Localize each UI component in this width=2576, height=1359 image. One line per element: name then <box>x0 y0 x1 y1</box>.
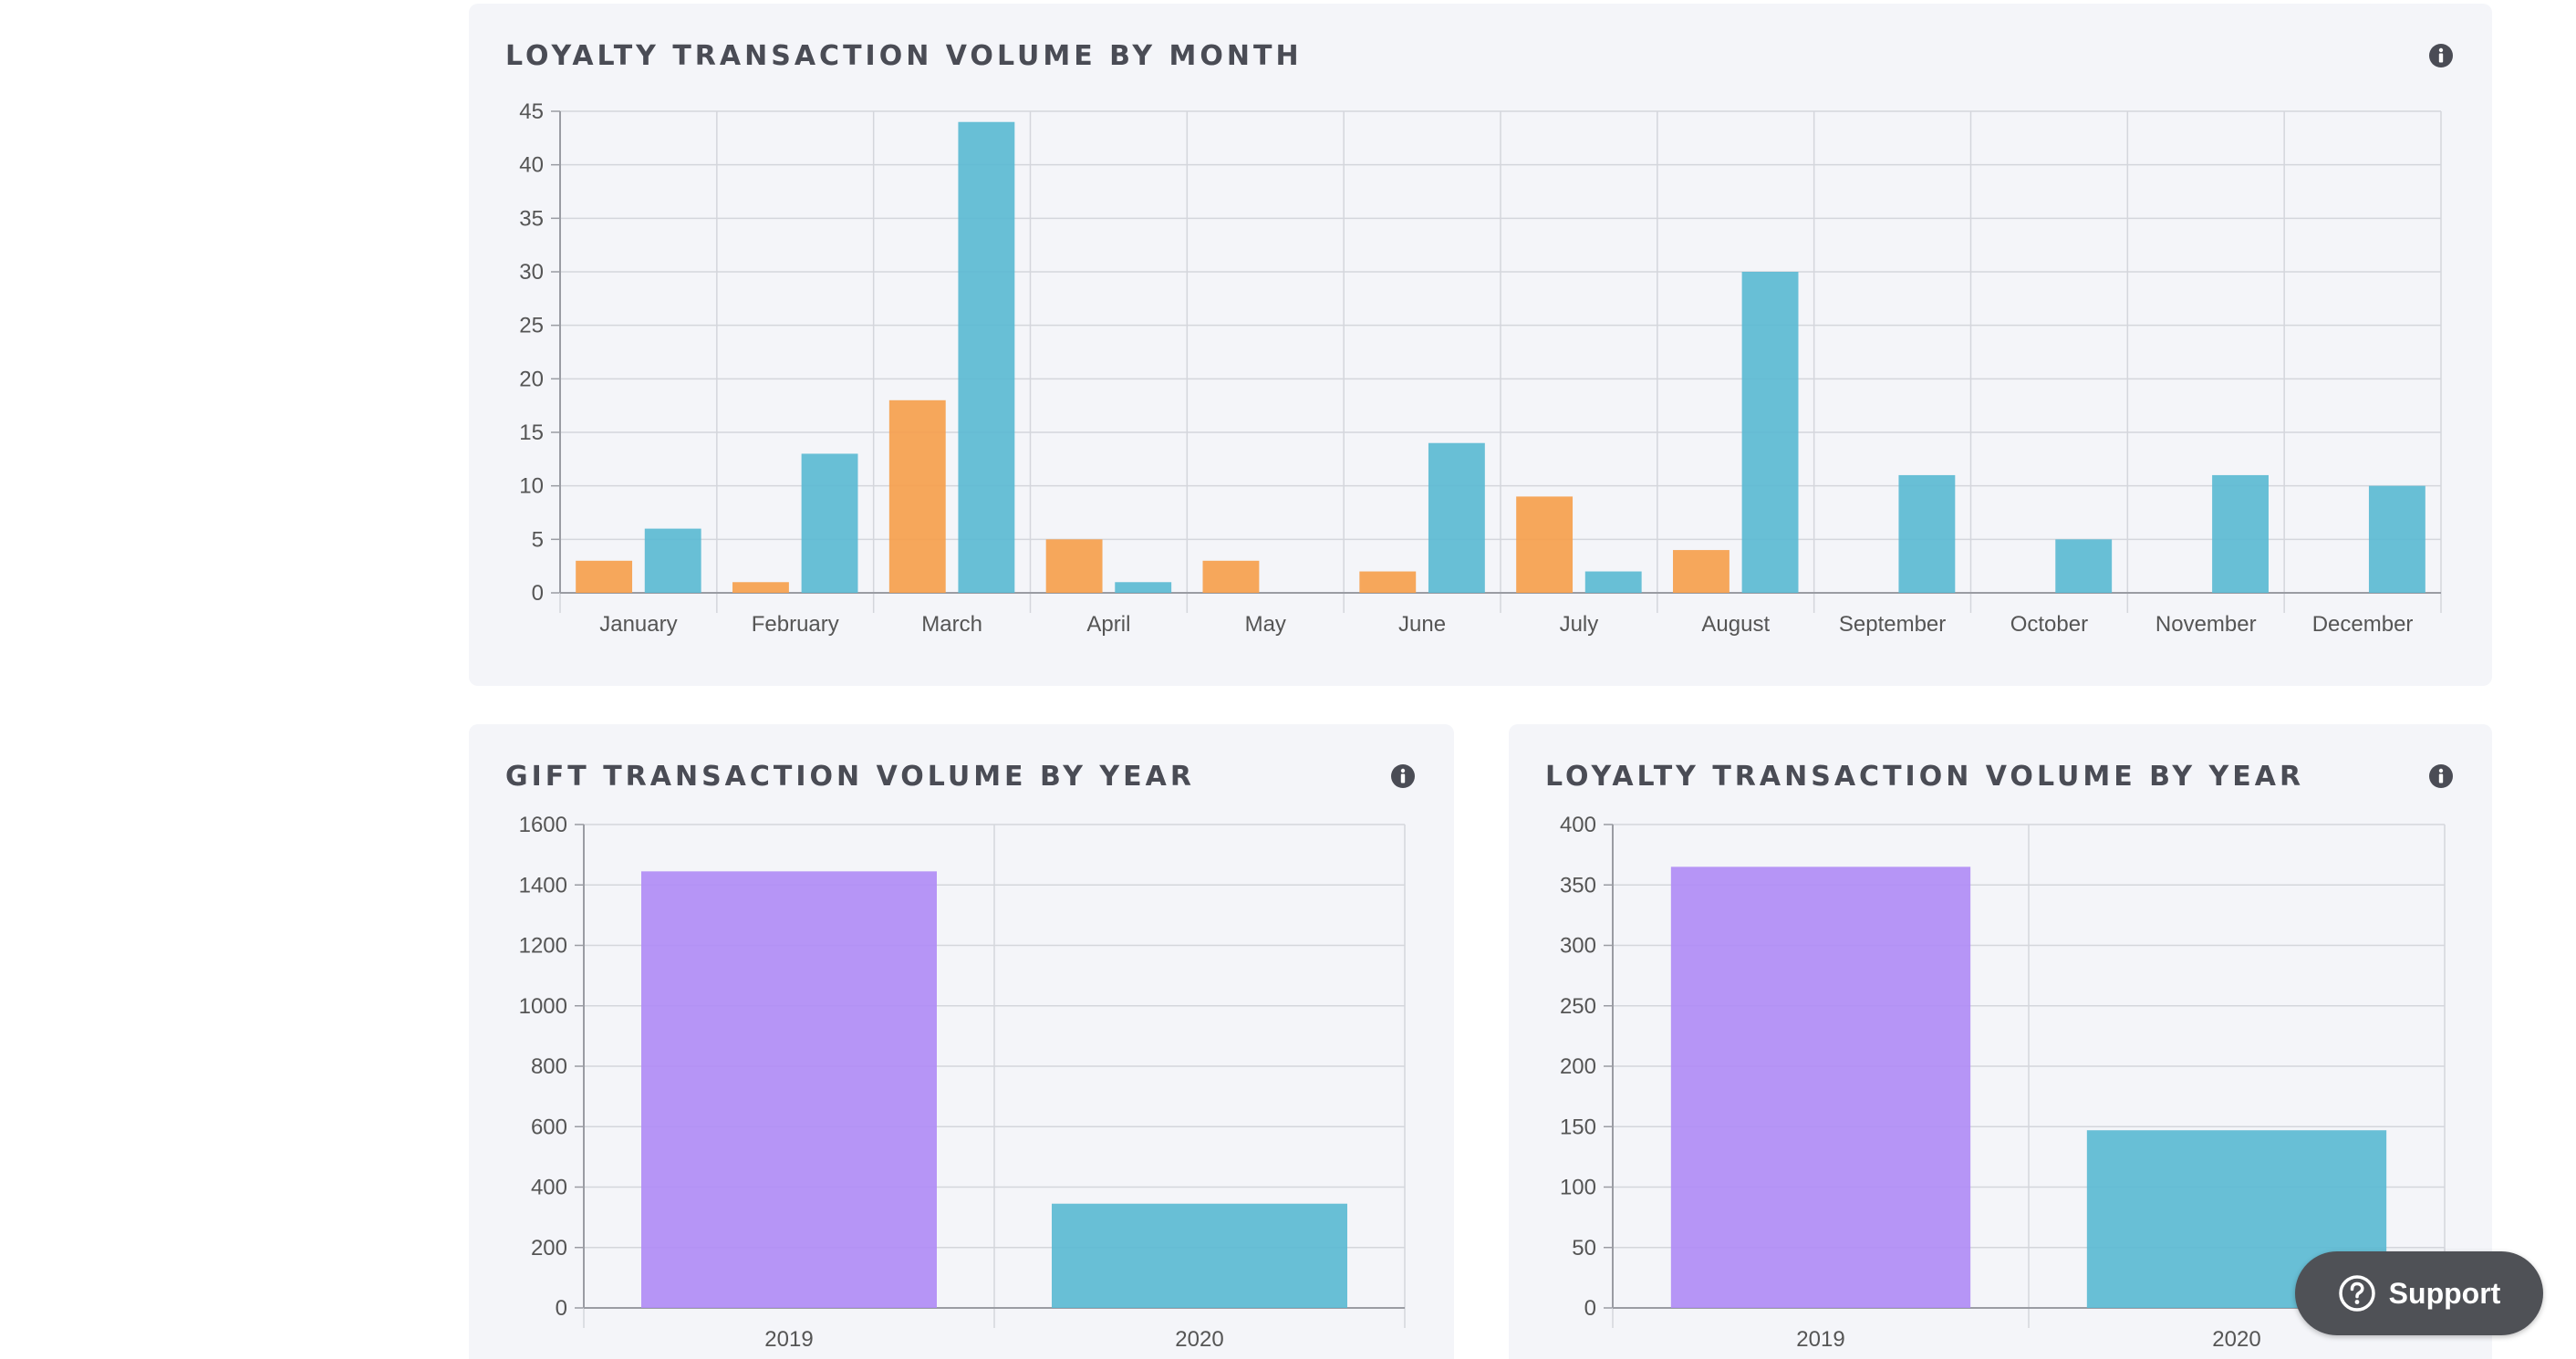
x-tick-label: April <box>1086 612 1130 637</box>
bar-2020-october <box>2055 539 2113 593</box>
bar-2019-august <box>1673 550 1729 593</box>
x-tick-label: October <box>2010 612 2088 637</box>
y-tick-label: 800 <box>531 1054 567 1079</box>
loyalty-by-month-chart: 0 5 10 15 20 25 30 35 40 45 January February March Ap… <box>519 99 2442 637</box>
x-tick-label: January <box>599 612 677 637</box>
y-tick-label: 100 <box>1560 1176 1596 1200</box>
y-tick-label: 350 <box>1560 873 1596 897</box>
y-tick-label: 0 <box>1584 1296 1596 1321</box>
x-tick-label: June <box>1398 612 1446 637</box>
bar-2020-march <box>958 121 1015 593</box>
info-icon[interactable] <box>2428 763 2454 789</box>
x-tick-label: 2019 <box>1796 1327 1844 1352</box>
y-tick-label: 0 <box>532 581 544 606</box>
info-icon[interactable] <box>1390 763 1416 789</box>
bar-2020-september <box>1898 474 1956 593</box>
y-tick-label: 25 <box>519 314 544 338</box>
bar-2019-july <box>1516 496 1574 593</box>
y-tick-label: 150 <box>1560 1115 1596 1139</box>
x-tick-label: 2020 <box>1175 1327 1223 1352</box>
bar-2019 <box>1670 866 1971 1308</box>
gift-by-year-title: GIFT TRANSACTION VOLUME BY YEAR <box>505 761 1195 793</box>
question-circle-icon <box>2338 1275 2375 1312</box>
bar-2020-april <box>1115 582 1172 593</box>
y-tick-label: 35 <box>519 206 544 231</box>
y-tick-label: 1200 <box>519 934 567 959</box>
y-tick-label: 30 <box>519 260 544 285</box>
x-tick-label: December <box>2312 612 2414 637</box>
x-tick-label: July <box>1560 612 1599 637</box>
gift-by-year-chart: 0 200 400 600 800 1000 1200 1400 1600 2019 2020 <box>519 813 1406 1352</box>
loyalty-by-month-title: LOYALTY TRANSACTION VOLUME BY MONTH <box>505 40 1303 72</box>
support-label: Support <box>2388 1276 2501 1310</box>
x-tick-label: 2019 <box>764 1327 813 1352</box>
y-tick-label: 40 <box>519 153 544 178</box>
bar-2020-june <box>1428 442 1485 593</box>
bar-2020 <box>1052 1203 1347 1308</box>
x-tick-label: 2020 <box>2212 1327 2260 1352</box>
bar-2019-march <box>888 399 946 593</box>
y-tick-label: 200 <box>531 1236 567 1260</box>
bar-2020-november <box>2212 474 2269 593</box>
bar-2019-january <box>576 560 633 593</box>
y-tick-label: 45 <box>519 99 544 124</box>
bar-2019 <box>641 871 937 1308</box>
bar-2020-august <box>1741 272 1799 593</box>
bar-2019-february <box>732 582 789 593</box>
x-tick-label: August <box>1701 612 1770 637</box>
loyalty-by-month-card: LOYALTY TRANSACTION VOLUME BY MONTH 0 5 10… <box>469 4 2492 686</box>
bar-2019-june <box>1359 571 1417 593</box>
x-tick-label: November <box>2155 612 2257 637</box>
y-tick-label: 5 <box>532 527 544 552</box>
bar-2020-february <box>801 453 858 593</box>
y-tick-label: 400 <box>1560 813 1596 837</box>
y-tick-label: 20 <box>519 367 544 391</box>
loyalty-by-year-title: LOYALTY TRANSACTION VOLUME BY YEAR <box>1545 761 2305 793</box>
y-tick-label: 600 <box>531 1115 567 1139</box>
y-tick-label: 50 <box>1572 1236 1596 1260</box>
y-tick-label: 1000 <box>519 994 567 1019</box>
x-tick-label: March <box>921 612 982 637</box>
bar-2020-december <box>2368 485 2425 593</box>
y-tick-label: 0 <box>556 1296 567 1321</box>
y-tick-label: 200 <box>1560 1054 1596 1079</box>
y-tick-label: 1400 <box>519 873 567 897</box>
bar-2019-april <box>1045 539 1103 593</box>
x-tick-label: February <box>752 612 839 637</box>
info-icon[interactable] <box>2428 43 2454 68</box>
bar-2019-may <box>1202 560 1260 593</box>
y-tick-label: 1600 <box>519 813 567 837</box>
loyalty-by-year-chart: 0 50 100 150 200 250 300 350 400 2019 2020 <box>1560 813 2446 1352</box>
y-tick-label: 400 <box>531 1176 567 1200</box>
y-tick-label: 15 <box>519 420 544 445</box>
x-tick-label: May <box>1245 612 1286 637</box>
support-button[interactable]: Support <box>2295 1251 2543 1335</box>
gift-by-year-card: GIFT TRANSACTION VOLUME BY YEAR 0 200 400 6… <box>469 724 1454 1359</box>
y-tick-label: 300 <box>1560 934 1596 959</box>
y-tick-label: 10 <box>519 474 544 499</box>
y-tick-label: 250 <box>1560 994 1596 1019</box>
bar-2020-july <box>1584 571 1642 593</box>
bar-2020-january <box>644 528 701 593</box>
x-tick-label: September <box>1839 612 1946 637</box>
